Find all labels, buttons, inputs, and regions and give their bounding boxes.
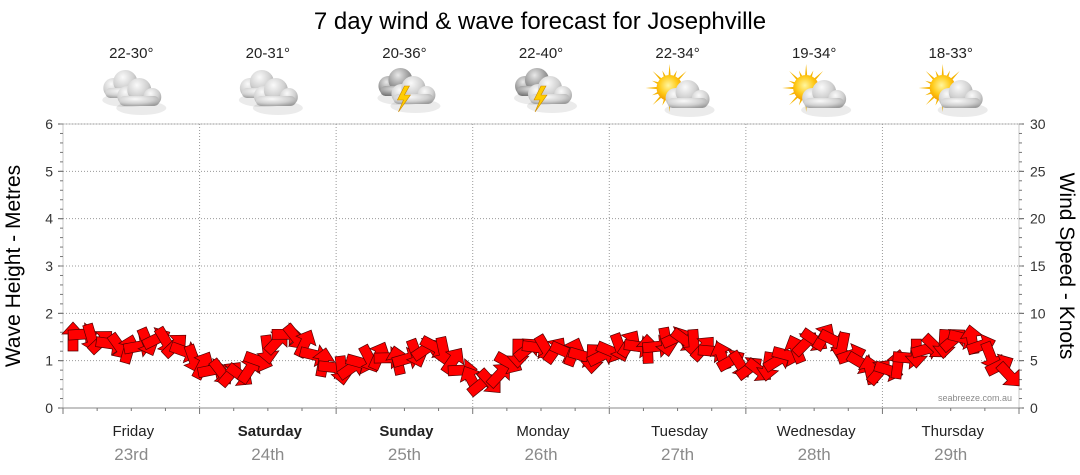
day-date-label: 28th — [798, 445, 831, 464]
day-name-label: Wednesday — [777, 423, 856, 440]
day-labels-row: Friday 23rd Saturday 24th Sunday 25th Monday 26… — [112, 423, 984, 464]
day-temp-range: 20-31° — [246, 45, 290, 62]
day-temp-range: 18-33° — [929, 45, 973, 62]
day-temp-range: 22-34° — [655, 45, 699, 62]
day-name-label: Sunday — [379, 423, 434, 440]
day-name-label: Saturday — [238, 423, 303, 440]
left-axis: 0 1 2 3 4 5 6 — [45, 116, 63, 416]
day-name-label: Monday — [516, 423, 570, 440]
wind-arrow-series — [61, 321, 1020, 398]
right-tick-label: 30 — [1030, 116, 1046, 132]
left-tick-label: 2 — [45, 305, 53, 321]
right-tick-label: 25 — [1030, 163, 1046, 179]
day-name-label: Thursday — [921, 423, 984, 440]
day-temps-row: 22-30° 20-31° 20-36° 22-40° 22-34° 19-34° 18-3… — [102, 45, 988, 117]
left-tick-label: 1 — [45, 353, 53, 369]
right-axis: 0 5 10 15 20 25 30 — [1019, 116, 1046, 416]
right-axis-title: Wind Speed - Knots — [1055, 173, 1078, 360]
day-date-label: 29th — [934, 445, 967, 464]
storm-icon — [377, 68, 441, 113]
cloudy-icon — [102, 70, 167, 115]
right-tick-label: 0 — [1030, 400, 1038, 416]
grid-lines — [62, 123, 1020, 414]
day-date-label: 24th — [251, 445, 284, 464]
right-tick-label: 20 — [1030, 211, 1046, 227]
day-temp-range: 22-40° — [519, 45, 563, 62]
credit-text: seabreeze.com.au — [938, 393, 1012, 403]
right-tick-label: 5 — [1030, 353, 1038, 369]
left-tick-label: 5 — [45, 163, 53, 179]
day-date-label: 23rd — [114, 445, 148, 464]
wind-arrow — [191, 351, 215, 381]
cloudy-icon — [238, 70, 303, 115]
left-axis-title: Wave Height - Metres — [2, 165, 25, 367]
day-temp-range: 22-30° — [109, 45, 153, 62]
right-tick-label: 10 — [1030, 305, 1046, 321]
left-tick-label: 4 — [45, 211, 53, 227]
sun-cloud-icon — [918, 64, 988, 117]
sun-cloud-icon — [645, 64, 715, 117]
day-name-label: Friday — [112, 423, 154, 440]
chart-title: 7 day wind & wave forecast for Josephvil… — [314, 8, 766, 35]
wind-arrow — [995, 360, 1020, 387]
storm-icon — [514, 68, 577, 113]
sun-cloud-icon — [782, 64, 852, 117]
day-name-label: Tuesday — [651, 423, 708, 440]
right-tick-label: 15 — [1030, 258, 1046, 274]
day-date-label: 27th — [661, 445, 694, 464]
day-date-label: 26th — [524, 445, 557, 464]
left-tick-label: 3 — [45, 258, 53, 274]
left-tick-label: 0 — [45, 400, 53, 416]
day-date-label: 25th — [388, 445, 421, 464]
day-temp-range: 19-34° — [792, 45, 836, 62]
left-tick-label: 6 — [45, 116, 53, 132]
day-temp-range: 20-36° — [382, 45, 426, 62]
